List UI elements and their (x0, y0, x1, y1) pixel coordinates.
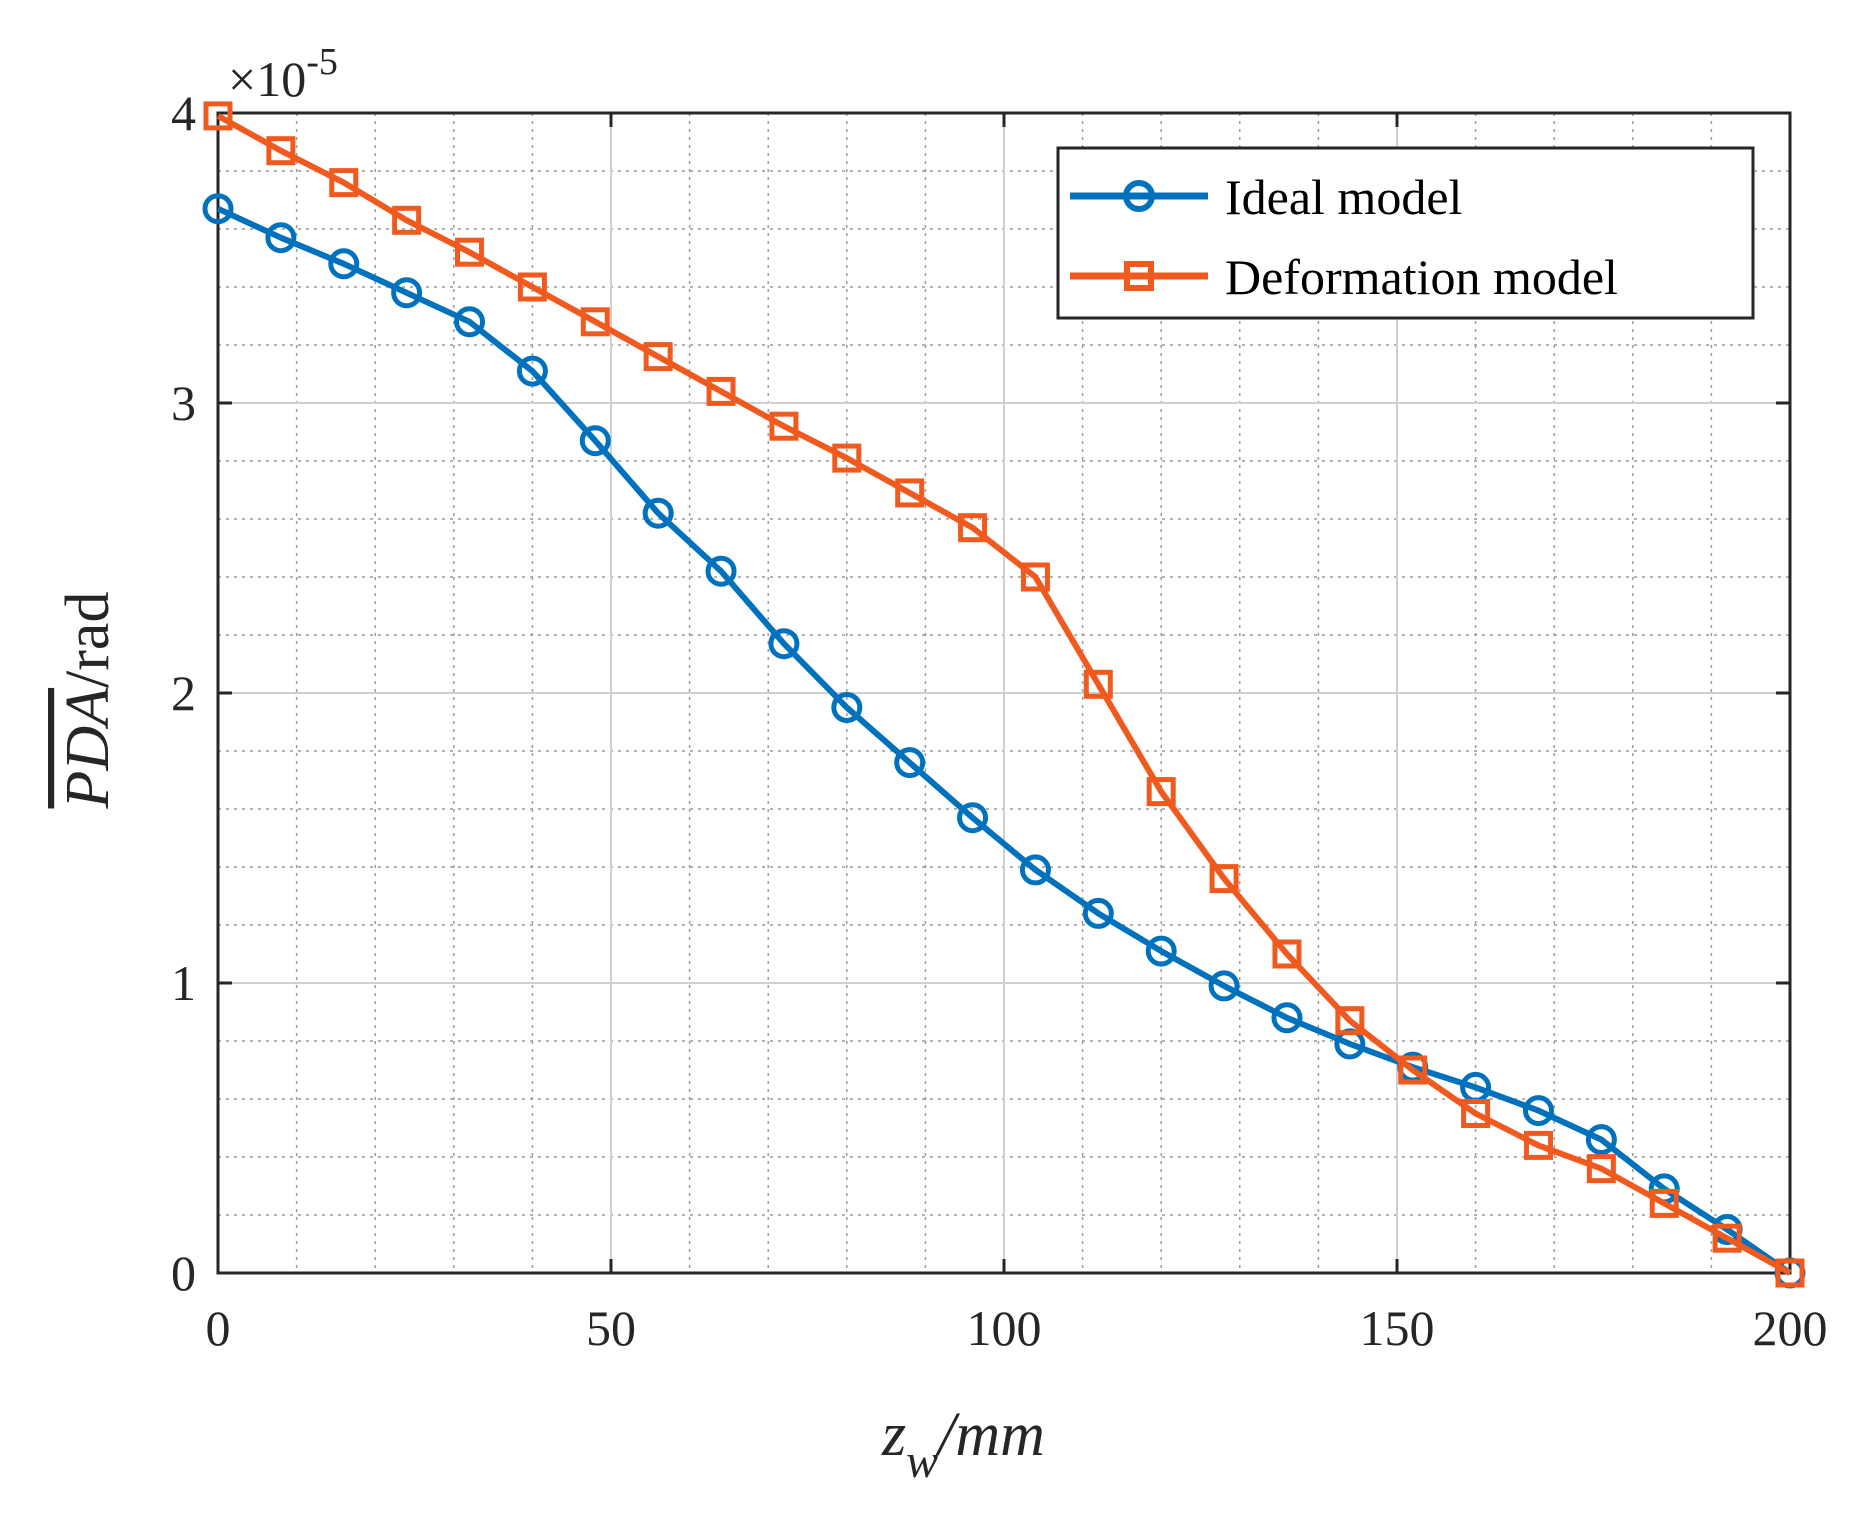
data-point-deformation-model (1649, 1188, 1679, 1218)
data-point-deformation-model (895, 478, 925, 508)
data-point-deformation-model (517, 272, 547, 302)
axis-ticks: 0 50 100 150 200 0 1 2 3 4 (171, 85, 1828, 1356)
legend-marker-deformation-model (1124, 261, 1154, 291)
data-point-ideal-model (705, 555, 737, 587)
data-point-ideal-model (516, 355, 548, 387)
x-tick-label: 200 (1753, 1300, 1828, 1356)
data-point-ideal-model (1082, 897, 1114, 929)
data-point-deformation-model (1523, 1130, 1553, 1160)
data-point-ideal-model (454, 306, 486, 338)
data-point-deformation-model (1146, 777, 1176, 807)
y-exponent-label: ×10-5 (228, 41, 338, 107)
data-point-ideal-model (894, 747, 926, 779)
data-point-ideal-model (831, 692, 863, 723)
data-point-deformation-model (706, 376, 736, 406)
data-point-ideal-model (642, 497, 674, 529)
data-point-ideal-model (768, 628, 800, 660)
data-point-deformation-model (643, 342, 673, 372)
y-tick-label: 2 (171, 665, 196, 721)
x-axis-label: zw/mm (881, 1401, 1045, 1488)
legend-entry-deformation-model: Deformation model (1070, 249, 1618, 305)
y-tick-label: 0 (171, 1245, 196, 1301)
data-point-deformation-model (1775, 1258, 1805, 1288)
data-point-deformation-model (832, 443, 862, 473)
data-point-ideal-model (1145, 935, 1177, 967)
data-point-deformation-model (769, 411, 799, 441)
data-point-deformation-model (266, 136, 296, 166)
data-point-deformation-model (455, 237, 485, 267)
series-layer (202, 101, 1806, 1289)
y-tick-label: 1 (171, 955, 196, 1011)
y-tick-label: 3 (171, 375, 196, 431)
x-tick-label: 0 (206, 1300, 231, 1356)
x-tick-label: 50 (586, 1300, 636, 1356)
legend-entry-ideal-model: Ideal model (1070, 169, 1462, 225)
x-tick-label: 150 (1360, 1300, 1435, 1356)
data-point-ideal-model (1019, 854, 1051, 886)
data-point-deformation-model (392, 205, 422, 235)
data-point-deformation-model (1020, 562, 1050, 592)
data-point-ideal-model (391, 277, 423, 309)
data-point-ideal-model (1585, 1124, 1617, 1156)
x-tick-label: 100 (967, 1300, 1042, 1356)
data-point-deformation-model (1272, 939, 1302, 969)
legend-marker-ideal-model (1123, 180, 1155, 212)
data-point-deformation-model (1712, 1223, 1742, 1253)
data-point-deformation-model (580, 307, 610, 337)
data-point-ideal-model (957, 802, 989, 834)
legend-label-ideal-model: Ideal model (1225, 169, 1462, 225)
data-point-deformation-model (203, 101, 233, 131)
legend: Ideal model Deformation model (1056, 146, 1755, 320)
data-point-ideal-model (579, 425, 611, 457)
data-point-deformation-model (1335, 1006, 1365, 1036)
data-point-deformation-model (1586, 1154, 1616, 1184)
legend-box (1056, 146, 1755, 320)
data-point-deformation-model (329, 168, 359, 198)
data-point-ideal-model (202, 193, 234, 225)
data-point-ideal-model (328, 248, 360, 280)
data-point-ideal-model (1522, 1095, 1554, 1127)
data-point-ideal-model (265, 222, 297, 254)
y-tick-label: 4 (171, 85, 196, 141)
legend-label-deformation-model: Deformation model (1225, 249, 1618, 305)
data-point-deformation-model (1083, 669, 1113, 699)
y-axis-label: PDA/rad (54, 592, 122, 810)
data-point-deformation-model (1461, 1099, 1491, 1128)
data-point-ideal-model (1271, 1002, 1303, 1034)
data-point-ideal-model (1208, 970, 1240, 1002)
data-point-deformation-model (958, 513, 988, 543)
data-point-deformation-model (1209, 864, 1239, 894)
series-deformation-model (203, 101, 1805, 1288)
data-point-deformation-model (1398, 1055, 1428, 1085)
